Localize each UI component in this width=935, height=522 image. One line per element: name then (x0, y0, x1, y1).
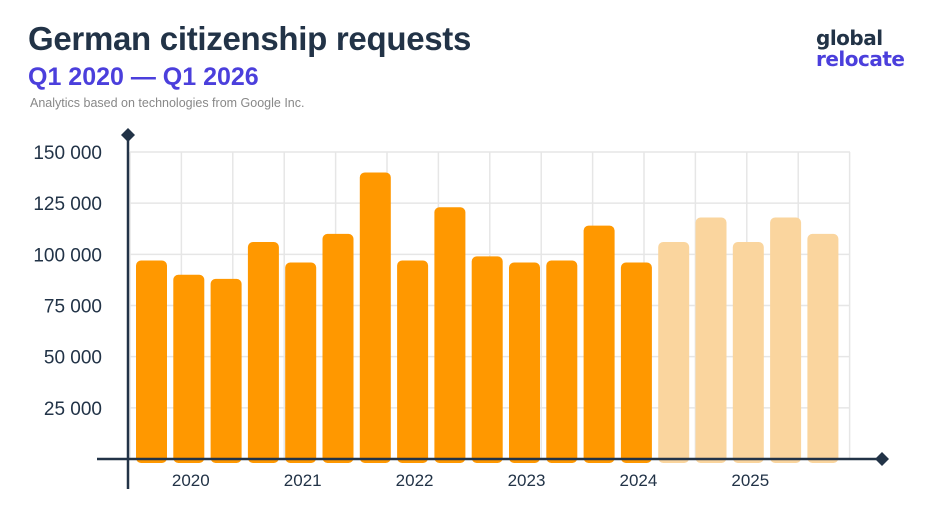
x-tick-label: 2022 (396, 471, 434, 490)
y-tick-labels: 25 000 50 000 75 000 100 000 125 000 150 000 (33, 143, 102, 420)
bar (546, 260, 578, 463)
bar (285, 262, 317, 463)
x-tick-labels: 2020 2021 2022 2023 2024 2025 (172, 471, 769, 490)
chart-title: German citizenship requests (28, 20, 472, 57)
source-note: Analytics based on technologies from Goo… (30, 96, 305, 110)
bar (509, 262, 540, 463)
y-axis-arrowhead (121, 128, 135, 142)
axes (97, 128, 889, 489)
logo-line-2: relocate (816, 47, 905, 71)
bar (322, 233, 354, 463)
projected-bar (732, 242, 764, 463)
x-tick-label: 2021 (284, 471, 322, 490)
y-tick-label: 150 000 (33, 143, 102, 164)
x-tick-label: 2025 (731, 471, 769, 490)
chart-subtitle: Q1 2020 — Q1 2026 (28, 63, 259, 91)
logo-line-1: global (816, 26, 883, 50)
x-tick-label: 2023 (508, 471, 546, 490)
bar (583, 225, 615, 463)
bar (620, 262, 652, 463)
x-axis-arrowhead (875, 452, 889, 466)
bar (471, 256, 503, 463)
projected-bar (807, 233, 839, 463)
bar (210, 278, 242, 463)
y-tick-label: 75 000 (44, 297, 102, 318)
y-tick-label: 100 000 (33, 245, 102, 266)
projected-bar (658, 242, 690, 463)
bar (397, 260, 429, 463)
x-tick-label: 2020 (172, 471, 210, 490)
bar (434, 207, 466, 463)
bar (247, 242, 279, 463)
bar (136, 260, 167, 463)
x-tick-label: 2024 (619, 471, 657, 490)
y-tick-label: 125 000 (33, 194, 102, 215)
bar (173, 274, 205, 463)
projected-bar (695, 217, 727, 463)
bars (136, 172, 839, 463)
bar (359, 172, 391, 463)
projected-bar (770, 217, 802, 463)
global-relocate-logo: global relocate (816, 28, 905, 70)
y-tick-label: 50 000 (44, 348, 102, 369)
y-tick-label: 25 000 (44, 399, 102, 420)
